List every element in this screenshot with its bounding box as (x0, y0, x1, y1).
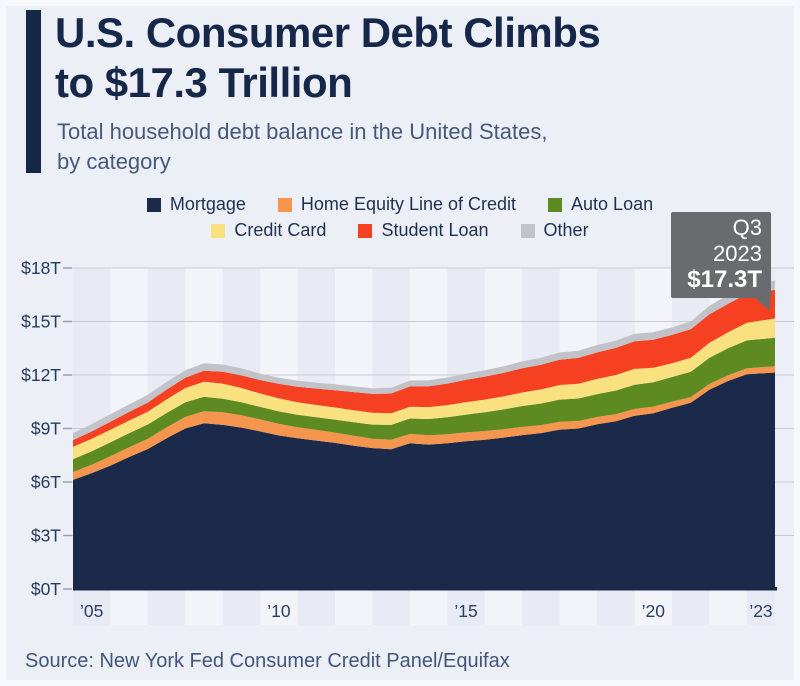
legend-label-credit-card: Credit Card (234, 220, 327, 240)
legend-swatch-mortgage (146, 197, 161, 212)
title-line-1: U.S. Consumer Debt Climbs (55, 9, 601, 56)
y-axis-label: $0T (31, 579, 61, 599)
x-axis-label: ’20 (642, 601, 666, 621)
y-tick-marks (63, 267, 72, 590)
stacked-areas (73, 280, 775, 589)
y-axis-label: $3T (31, 526, 61, 546)
area-band-mortgage (73, 372, 775, 589)
legend-item-home-equity-line-of-credit: Home Equity Line of Credit (277, 194, 517, 215)
legend-label-other: Other (543, 220, 589, 240)
title-line-2: to $17.3 Trillion (55, 59, 353, 106)
callout-value: $17.3T (687, 266, 762, 293)
legend-item-credit-card: Credit Card (211, 220, 326, 241)
legend-label-mortgage: Mortgage (169, 194, 246, 214)
x-axis-line (73, 587, 777, 591)
legend-swatch-student-loan (358, 223, 373, 238)
legend-label-student-loan: Student Loan (381, 220, 489, 240)
legend-item-other: Other (520, 220, 589, 241)
y-axis-label: $12T (21, 365, 61, 385)
area-band-auto-loan (73, 337, 775, 472)
page-title: U.S. Consumer Debt Climbs to $17.3 Trill… (55, 8, 755, 108)
area-band-home-equity-line-of-credit (73, 366, 775, 480)
y-axis-labels: $0T $3T $6T $9T $12T $15T $18T (21, 258, 61, 599)
legend-swatch-credit-card (211, 223, 226, 238)
legend-item-auto-loan: Auto Loan (548, 194, 653, 215)
x-axis-label: ’23 (749, 601, 772, 621)
legend-item-mortgage: Mortgage (146, 194, 246, 215)
x-axis-label: ’10 (267, 601, 291, 621)
latest-value-callout: Q3 2023 $17.3T (671, 212, 771, 311)
title-accent-bar (26, 10, 41, 173)
legend-row: Credit Card Student Loan Other (0, 220, 800, 241)
x-axis-label: ’05 (80, 601, 103, 621)
chart-subtitle: Total household debt balance in the Unit… (57, 117, 757, 177)
area-band-credit-card (73, 318, 775, 460)
subtitle-line-1: Total household debt balance in the Unit… (57, 119, 548, 144)
y-axis-label: $15T (21, 312, 61, 332)
x-axis-label: ’15 (454, 601, 477, 621)
legend-swatch-home-equity-line-of-credit (277, 197, 292, 212)
legend-swatch-auto-loan (548, 197, 563, 212)
area-band-student-loan (73, 289, 775, 447)
legend-item-student-loan: Student Loan (358, 220, 489, 241)
legend-label-auto-loan: Auto Loan (571, 194, 654, 214)
source-attribution: Source: New York Fed Consumer Credit Pan… (25, 650, 510, 672)
legend-swatch-other (520, 223, 535, 238)
x-axis-labels: ’05 ’10 ’15 ’20 ’23 (80, 601, 773, 621)
callout-pointer-triangle (755, 298, 770, 311)
legend: Mortgage Home Equity Line of Credit Auto L… (0, 194, 800, 246)
legend-row: Mortgage Home Equity Line of Credit Auto L… (0, 194, 800, 215)
subtitle-line-2: by category (57, 149, 171, 174)
legend-label-home-equity-line-of-credit: Home Equity Line of Credit (300, 194, 517, 214)
y-axis-label: $6T (31, 472, 61, 492)
y-axis-label: $9T (31, 419, 61, 439)
y-axis-label: $18T (21, 258, 61, 278)
callout-quarter: Q3 2023 (713, 215, 762, 266)
